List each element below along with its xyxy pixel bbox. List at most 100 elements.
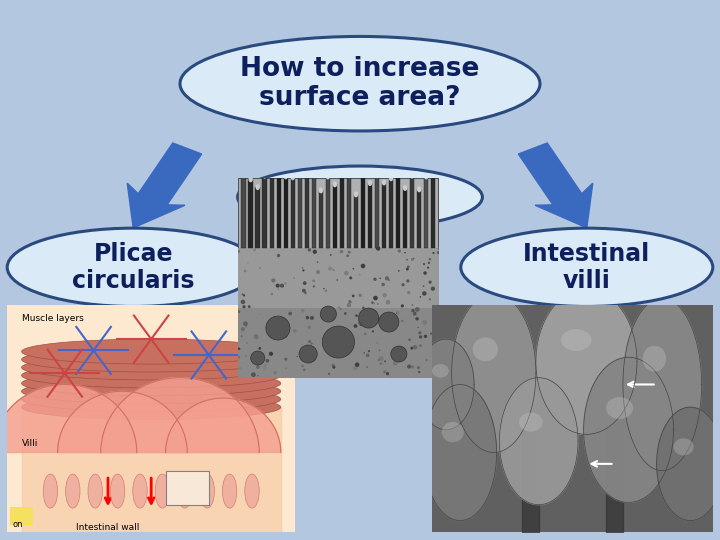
Circle shape [418, 371, 420, 373]
Circle shape [359, 308, 379, 328]
Ellipse shape [263, 173, 267, 179]
Circle shape [253, 334, 258, 339]
Ellipse shape [248, 176, 253, 183]
Circle shape [355, 314, 358, 317]
Circle shape [302, 267, 303, 268]
Ellipse shape [22, 379, 281, 404]
Circle shape [256, 365, 260, 369]
Circle shape [411, 309, 415, 312]
Ellipse shape [561, 329, 592, 351]
Bar [305, 166, 309, 248]
Circle shape [358, 321, 362, 325]
Circle shape [302, 289, 306, 293]
Ellipse shape [22, 339, 281, 364]
Circle shape [340, 250, 343, 253]
Circle shape [378, 359, 379, 361]
Circle shape [304, 292, 307, 294]
Ellipse shape [347, 168, 351, 174]
Circle shape [344, 346, 346, 348]
Bar [340, 175, 344, 248]
Circle shape [407, 364, 411, 369]
Circle shape [344, 312, 346, 315]
Circle shape [340, 308, 341, 309]
Circle shape [431, 287, 435, 291]
Circle shape [327, 248, 329, 250]
Circle shape [388, 279, 390, 281]
Bar [354, 194, 358, 248]
Circle shape [429, 298, 431, 300]
Ellipse shape [156, 474, 170, 508]
Circle shape [284, 282, 287, 285]
Circle shape [303, 369, 305, 371]
Circle shape [274, 371, 277, 374]
Circle shape [413, 345, 418, 349]
Bar [269, 166, 274, 248]
Bar [312, 172, 316, 248]
Circle shape [364, 333, 366, 335]
Circle shape [272, 331, 276, 335]
Circle shape [389, 328, 390, 330]
Circle shape [362, 307, 365, 309]
Circle shape [284, 334, 287, 338]
Circle shape [353, 268, 354, 269]
Bar [291, 177, 295, 248]
Circle shape [277, 288, 279, 290]
Circle shape [336, 279, 338, 281]
Circle shape [434, 313, 436, 315]
Circle shape [415, 317, 419, 321]
Ellipse shape [382, 179, 386, 185]
Circle shape [303, 281, 307, 285]
Circle shape [328, 348, 331, 351]
Circle shape [259, 267, 261, 269]
Circle shape [297, 356, 298, 357]
Circle shape [411, 366, 414, 369]
Ellipse shape [431, 168, 436, 174]
Text: Intestinal
villi: Intestinal villi [523, 242, 650, 293]
Circle shape [259, 313, 261, 315]
Circle shape [251, 373, 256, 377]
Circle shape [349, 276, 352, 279]
Bar [403, 188, 408, 248]
Circle shape [373, 278, 377, 281]
Circle shape [417, 366, 420, 369]
Circle shape [355, 362, 359, 367]
Circle shape [408, 339, 411, 341]
Ellipse shape [241, 171, 246, 177]
Bar [375, 164, 379, 248]
Ellipse shape [519, 413, 543, 431]
Text: Microvilli: Microvilli [300, 185, 420, 209]
Bar [333, 184, 337, 248]
Circle shape [238, 310, 240, 313]
Ellipse shape [354, 191, 358, 198]
Circle shape [240, 300, 246, 304]
Circle shape [302, 269, 305, 272]
Ellipse shape [424, 173, 428, 179]
Circle shape [437, 251, 440, 254]
Bar [319, 191, 323, 248]
Circle shape [372, 330, 374, 333]
Ellipse shape [461, 228, 713, 307]
Bar [256, 187, 260, 248]
Circle shape [316, 270, 320, 274]
Circle shape [348, 300, 351, 303]
Text: How to increase
surface area?: How to increase surface area? [240, 56, 480, 111]
Bar [424, 177, 428, 248]
Circle shape [366, 354, 369, 357]
Circle shape [312, 285, 315, 287]
Circle shape [379, 349, 380, 351]
Circle shape [395, 357, 397, 360]
Circle shape [283, 332, 286, 335]
Ellipse shape [132, 474, 147, 508]
Ellipse shape [22, 371, 281, 396]
Circle shape [310, 316, 314, 320]
Polygon shape [101, 377, 259, 453]
Circle shape [276, 284, 280, 288]
Polygon shape [423, 384, 497, 521]
Ellipse shape [88, 474, 102, 508]
Ellipse shape [442, 422, 464, 442]
Circle shape [330, 254, 332, 256]
Ellipse shape [22, 355, 281, 380]
Bar [389, 178, 393, 248]
Ellipse shape [7, 228, 259, 307]
Ellipse shape [325, 173, 330, 179]
